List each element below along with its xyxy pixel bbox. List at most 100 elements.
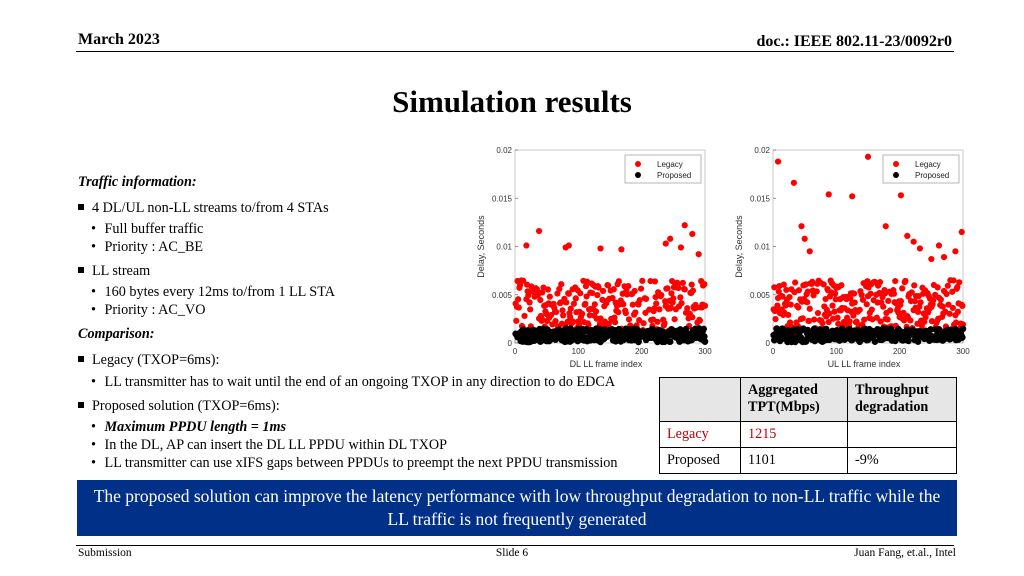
legend-label: Proposed: [657, 171, 691, 180]
data-point: [949, 304, 956, 312]
data-point: [959, 325, 967, 333]
footer-slide-number: Slide 6: [495, 547, 529, 559]
data-point: [914, 338, 922, 345]
data-point: [661, 319, 668, 327]
table-row: Legacy 1215: [659, 421, 957, 448]
data-point: [662, 298, 669, 305]
bullet-icon: •: [91, 455, 96, 471]
data-point: [954, 284, 961, 291]
data-point: [809, 278, 816, 285]
data-point: [583, 293, 590, 300]
data-point: [659, 328, 667, 336]
series-proposed: [512, 325, 709, 346]
data-point: [599, 287, 607, 295]
conclusion-text: The proposed solution can improve the la…: [93, 486, 941, 529]
data-point: [595, 284, 602, 291]
data-point: [675, 284, 682, 292]
data-point: [667, 235, 674, 242]
data-point: [520, 277, 527, 284]
data-point: [553, 308, 560, 316]
data-point: [771, 284, 778, 291]
y-tick-label: 0.005: [492, 291, 513, 300]
data-point: [636, 296, 643, 304]
dl-delay-chart: 0 0.005 0.01 0.015 0.02 0 100 200 300 DL LL frame…: [476, 146, 712, 369]
data-point: [631, 287, 638, 295]
legend-label: Legacy: [915, 160, 941, 169]
data-point: [521, 312, 528, 320]
data-point: [636, 317, 643, 324]
data-point: [795, 304, 802, 311]
list-item: • Priority : AC_VO: [91, 302, 206, 318]
bullet-icon: •: [91, 221, 96, 237]
data-point: [944, 282, 951, 289]
data-point: [688, 281, 695, 288]
data-point: [954, 308, 962, 315]
data-point: [832, 296, 839, 303]
footer-divider: [76, 545, 954, 546]
data-point: [783, 286, 790, 294]
data-point: [647, 277, 654, 285]
data-point: [785, 311, 792, 319]
y-axis-label: Delay, Seconds: [476, 215, 486, 278]
data-point: [943, 290, 950, 298]
data-point: [927, 326, 934, 333]
y-tick-label: 0: [508, 339, 513, 348]
data-point: [624, 291, 631, 298]
data-point: [610, 286, 617, 293]
data-point: [876, 279, 884, 286]
header-doc-id: doc.: IEEE 802.11-23/0092r0: [756, 33, 952, 50]
data-point: [897, 298, 905, 305]
x-tick-label: 100: [572, 347, 586, 356]
data-point: [658, 292, 665, 299]
data-point: [774, 158, 782, 165]
data-point: [892, 277, 899, 285]
footer-submission: Submission: [78, 547, 132, 559]
data-point: [570, 300, 577, 307]
data-point: [620, 301, 627, 308]
data-point: [911, 282, 918, 289]
data-point: [625, 316, 633, 323]
data-point: [546, 293, 553, 300]
data-point: [819, 320, 826, 327]
data-point: [864, 153, 872, 160]
data-point: [825, 191, 832, 198]
data-point: [696, 317, 704, 324]
data-point: [940, 254, 948, 261]
bullet-icon: •: [91, 419, 96, 435]
traffic-heading: Traffic information:: [78, 174, 197, 190]
data-point: [908, 289, 915, 296]
data-point: [579, 310, 586, 317]
data-point: [537, 296, 544, 304]
y-tick-label: 0.02: [496, 146, 512, 155]
data-point: [695, 251, 702, 258]
data-point: [804, 299, 811, 306]
x-tick-label: 300: [956, 347, 970, 356]
square-bullet-icon: [78, 402, 84, 408]
legend-box: [882, 154, 960, 184]
y-tick-label: 0.015: [750, 194, 771, 203]
page-title: Simulation results: [392, 84, 632, 119]
data-point: [897, 192, 905, 199]
data-point: [597, 245, 604, 252]
legend-marker: [635, 172, 641, 178]
data-point: [825, 318, 832, 326]
data-point: [682, 325, 690, 333]
data-point: [917, 299, 924, 306]
list-item: • LL transmitter has to wait until the e…: [91, 374, 616, 390]
x-axis-label: DL LL frame index: [570, 359, 643, 369]
list-item: • LL transmitter can use xIFS gaps betwe…: [91, 455, 618, 471]
data-point: [679, 279, 686, 286]
data-point: [904, 232, 911, 239]
data-point: [664, 285, 671, 292]
data-point: [873, 314, 880, 321]
data-point: [653, 300, 660, 307]
data-point: [567, 305, 574, 312]
data-point: [662, 240, 669, 247]
data-point: [861, 316, 868, 323]
data-point: [594, 291, 601, 299]
data-point: [950, 277, 957, 284]
data-point: [813, 288, 820, 295]
data-point: [591, 301, 598, 308]
list-item: Legacy (TXOP=6ms):: [78, 352, 219, 369]
legend-label: Proposed: [915, 171, 949, 180]
